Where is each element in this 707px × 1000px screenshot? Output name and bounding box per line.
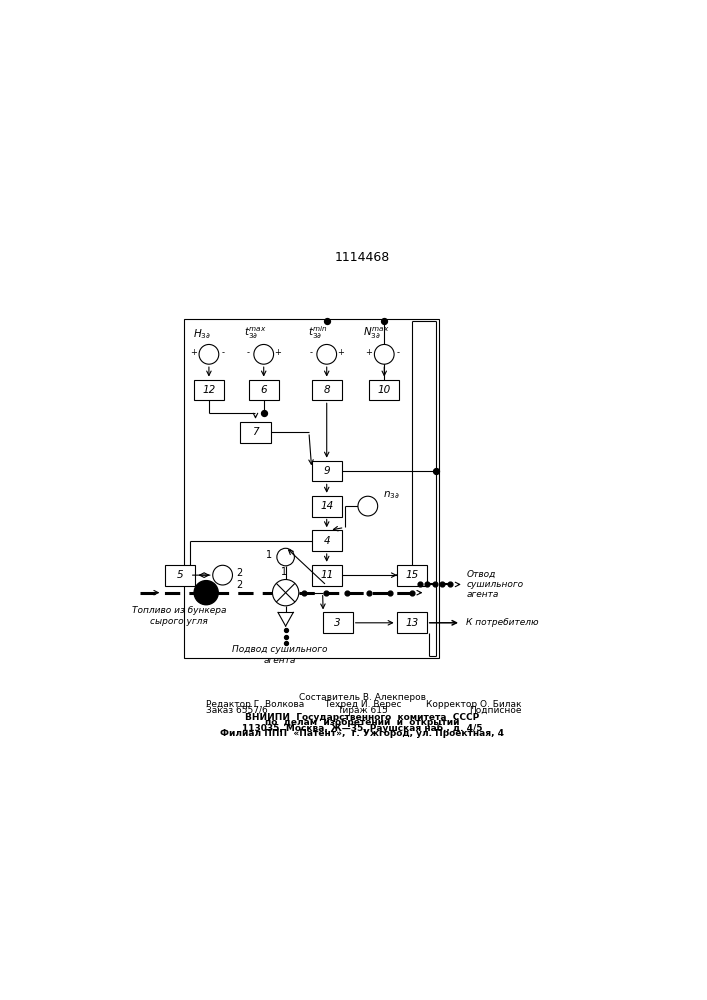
Circle shape <box>199 344 218 364</box>
Text: -: - <box>247 348 250 357</box>
Bar <box>312 380 341 400</box>
Text: 13: 13 <box>405 618 419 628</box>
Text: 12: 12 <box>202 385 216 395</box>
Circle shape <box>358 496 378 516</box>
Point <box>414 576 426 592</box>
Point <box>422 576 433 592</box>
Point <box>363 585 374 601</box>
Point <box>445 576 456 592</box>
Text: Топливо из бункера
сырого угля: Топливо из бункера сырого угля <box>132 606 226 626</box>
Text: 6: 6 <box>260 385 267 395</box>
Text: Филиал ППП  «Патент»,  г. Ужгород, ул. Проектная, 4: Филиал ППП «Патент», г. Ужгород, ул. Про… <box>221 729 504 738</box>
Text: $t^{min}_{3\partial}$: $t^{min}_{3\partial}$ <box>308 324 329 341</box>
Text: $t^{max}_{3\partial}$: $t^{max}_{3\partial}$ <box>244 325 267 341</box>
Text: Техред И. Верес: Техред И. Верес <box>324 700 401 709</box>
Text: 9: 9 <box>323 466 330 476</box>
Bar <box>369 380 399 400</box>
Bar <box>312 530 341 551</box>
Text: 7: 7 <box>252 427 259 437</box>
Text: $H_{3\partial}$: $H_{3\partial}$ <box>193 327 211 341</box>
Text: Отвод
сушильного
агента: Отвод сушильного агента <box>467 570 524 599</box>
Circle shape <box>254 344 274 364</box>
Circle shape <box>194 581 218 605</box>
Text: 15: 15 <box>405 570 419 580</box>
Text: 5: 5 <box>177 570 184 580</box>
Text: +: + <box>274 348 281 357</box>
Point <box>429 576 440 592</box>
Point <box>280 635 291 651</box>
Bar <box>312 496 341 517</box>
Point <box>437 576 448 592</box>
Text: 4: 4 <box>323 536 330 546</box>
Text: 1: 1 <box>281 567 287 577</box>
Bar <box>322 612 353 633</box>
Text: 3: 3 <box>334 618 341 628</box>
Text: Составитель В. Алекперов: Составитель В. Алекперов <box>299 693 426 702</box>
Text: Тираж 615: Тираж 615 <box>337 706 387 715</box>
Text: Заказ 6557/6: Заказ 6557/6 <box>206 706 268 715</box>
Text: -: - <box>222 348 225 357</box>
Text: 1114468: 1114468 <box>334 251 390 264</box>
Text: по  делам  изобретений  и  открытий: по делам изобретений и открытий <box>265 718 460 727</box>
Bar <box>165 565 196 586</box>
Point <box>320 585 332 601</box>
Text: Подвод сушильного
агента: Подвод сушильного агента <box>233 645 328 665</box>
Bar <box>185 319 439 658</box>
Point <box>321 313 332 329</box>
Text: 2: 2 <box>235 580 242 590</box>
Bar <box>240 422 271 443</box>
Text: 2: 2 <box>235 568 242 578</box>
Text: 14: 14 <box>320 501 333 511</box>
Bar <box>397 612 427 633</box>
Text: -: - <box>310 348 313 357</box>
Text: $n_{3\partial}$: $n_{3\partial}$ <box>383 489 400 501</box>
Text: Подписное: Подписное <box>469 706 521 715</box>
Text: -: - <box>397 348 400 357</box>
Text: +: + <box>190 348 197 357</box>
Text: 1: 1 <box>266 550 272 560</box>
Point <box>406 585 417 601</box>
Point <box>379 313 390 329</box>
Point <box>280 629 291 645</box>
Text: Корректор О. Билак: Корректор О. Билак <box>426 700 521 709</box>
Point <box>258 405 269 421</box>
Bar <box>312 565 341 586</box>
Text: ВНИИПИ  Государственного  комитета  СССР: ВНИИПИ Государственного комитета СССР <box>245 713 479 722</box>
Circle shape <box>277 548 294 566</box>
Text: 11: 11 <box>320 570 333 580</box>
Point <box>298 585 310 601</box>
Text: 10: 10 <box>378 385 391 395</box>
Text: +: + <box>337 348 344 357</box>
Text: Редактор Г. Волкова: Редактор Г. Волкова <box>206 700 305 709</box>
Text: К потребителю: К потребителю <box>467 618 539 627</box>
Circle shape <box>272 580 299 606</box>
Text: $N^{max}_{3\partial}$: $N^{max}_{3\partial}$ <box>363 325 390 341</box>
Point <box>280 622 291 638</box>
Circle shape <box>213 565 233 585</box>
Text: 8: 8 <box>323 385 330 395</box>
Circle shape <box>375 344 394 364</box>
Circle shape <box>317 344 337 364</box>
Point <box>385 585 396 601</box>
Bar <box>312 461 341 481</box>
Point <box>431 463 442 479</box>
Text: 113035, Москва, Ж—35, Раушская наб., д. 4/5: 113035, Москва, Ж—35, Раушская наб., д. … <box>242 723 483 733</box>
Text: +: + <box>366 348 373 357</box>
Bar <box>194 380 224 400</box>
Bar <box>249 380 279 400</box>
Point <box>341 585 353 601</box>
Bar <box>397 565 427 586</box>
